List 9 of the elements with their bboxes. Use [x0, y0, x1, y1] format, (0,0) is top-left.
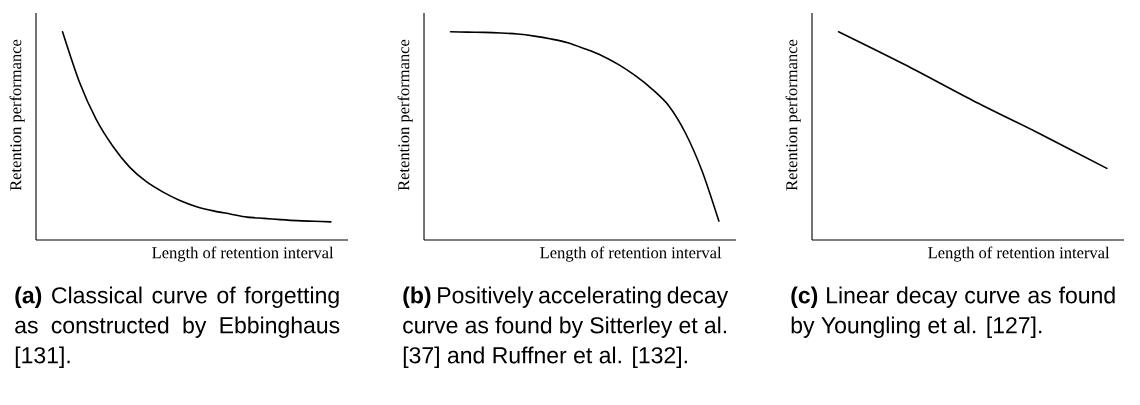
y-axis-title: Retention performance — [785, 39, 801, 191]
x-axis-title: Length of retention interval — [152, 246, 334, 262]
y-axis-title: Retention performance — [9, 39, 25, 191]
y-axis-title: Retention performance — [397, 39, 413, 191]
text: (a) Classical curve of forgetting as constructed by Ebbinghaus [131]. — [15, 286, 340, 368]
x-axis-title: Length of retention interval — [928, 246, 1110, 262]
x-axis-title: Length of retention interval — [540, 246, 722, 262]
text: (c) Linear decay curve as found by Youngling et al. [127]. — [791, 286, 1115, 338]
text: (b) Positively accelerating decay curve as found by Sitterley et al. [37] and Ruffner et al. [132]. — [403, 286, 729, 368]
